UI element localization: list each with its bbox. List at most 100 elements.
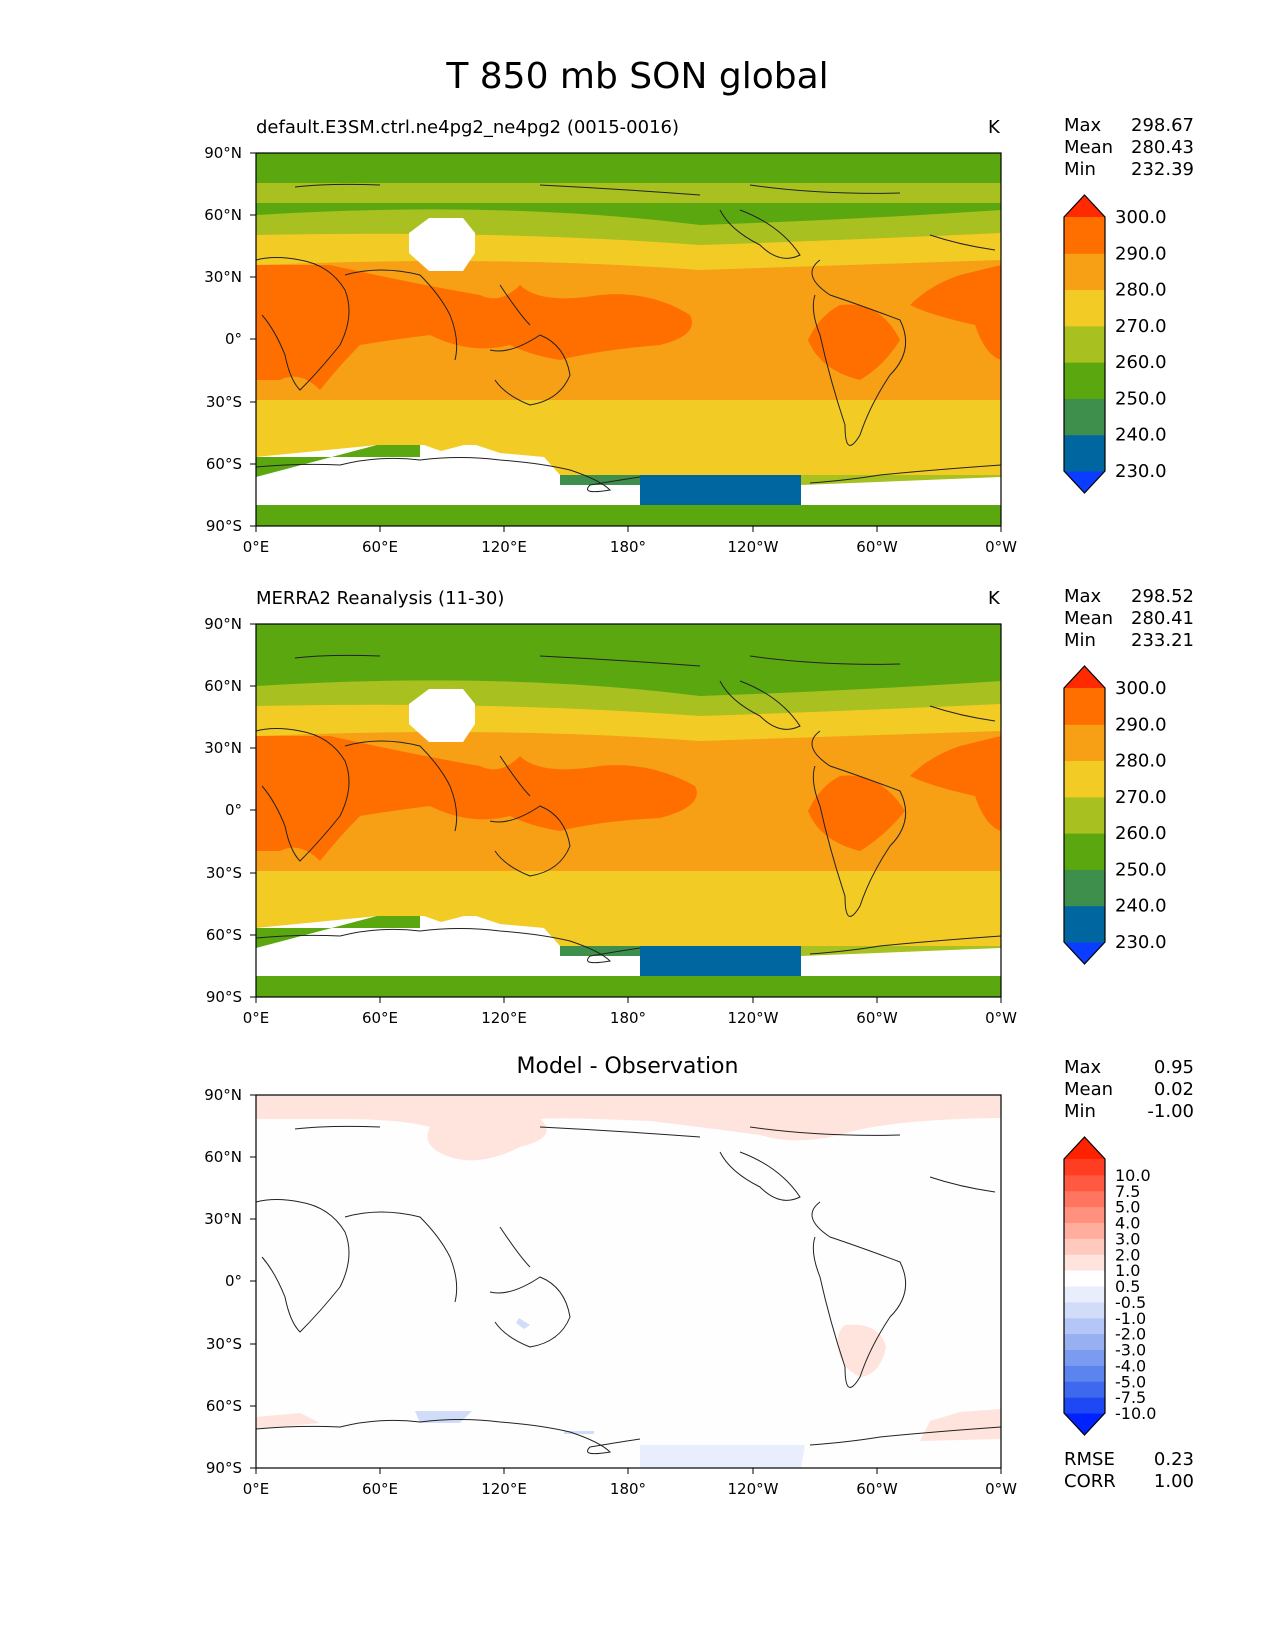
x-tick-label: 60°E — [362, 1480, 398, 1498]
colorbar-bin — [1064, 760, 1105, 798]
y-tick-label: 30°N — [204, 268, 242, 286]
y-tick-label: 90°N — [204, 1086, 242, 1104]
colorbar-bin — [1064, 1206, 1105, 1223]
x-tick-label: 120°E — [481, 1009, 527, 1027]
colorbar-bin — [1064, 217, 1105, 254]
y-tick-label: 60°N — [204, 1148, 242, 1166]
colorbar-extend-max — [1064, 666, 1105, 688]
colorbar-label: 2.0 — [1115, 1245, 1140, 1264]
stats-block: Max 298.52 Mean 280.41 Min 233.21 — [1064, 586, 1194, 652]
stat-max-label: Max — [1064, 586, 1102, 607]
y-ticks: 90°N 60°N 30°N 0° 30°S 60°S 90°S — [204, 615, 256, 1006]
stat-max-value: 298.67 — [1131, 115, 1194, 136]
y-tick-label: 30°N — [204, 1210, 242, 1228]
colorbar-extend-min — [1064, 942, 1105, 964]
colorbar-bin — [1064, 1317, 1105, 1335]
colorbar-label: 7.5 — [1115, 1182, 1140, 1201]
colorbar-bin — [1064, 905, 1105, 943]
colorbar-bin — [1064, 1286, 1105, 1303]
colorbar: -10.0-7.5-5.0-4.0-3.0-2.0-1.0-0.50.51.02… — [1063, 1136, 1156, 1436]
stat-min-value: 232.39 — [1131, 159, 1194, 180]
colorbar-label: 250.0 — [1115, 859, 1167, 880]
map-field — [255, 624, 1002, 997]
colorbar-label: 230.0 — [1115, 461, 1167, 482]
x-tick-label: 120°W — [728, 538, 779, 556]
stat-max-label: Max — [1064, 1057, 1102, 1078]
units-label: K — [988, 117, 1000, 138]
x-tick-label: 60°E — [362, 538, 398, 556]
y-tick-label: 30°S — [206, 393, 242, 411]
x-tick-label: 0°W — [985, 1009, 1017, 1027]
y-tick-label: 90°S — [206, 517, 242, 535]
panel-observation: MERRA2 Reanalysis (11-30) K Max 298.52 Me… — [0, 586, 1275, 1046]
colorbar-extend-min — [1064, 1413, 1105, 1435]
stat-mean-label: Mean — [1064, 1079, 1114, 1100]
y-tick-label: 30°S — [206, 864, 242, 882]
colorbar-bin — [1064, 869, 1105, 907]
colorbar-outline — [1063, 194, 1106, 494]
colorbar-label: 0.5 — [1115, 1277, 1140, 1296]
colorbar-extend-max — [1064, 195, 1105, 217]
panel-title: MERRA2 Reanalysis (11-30) — [256, 588, 505, 609]
stat-mean-value: 280.41 — [1131, 608, 1194, 629]
stat-rmse-value: 0.23 — [1153, 1449, 1194, 1470]
stat-corr-value: 1.00 — [1153, 1471, 1194, 1492]
colorbar-bin — [1064, 1397, 1105, 1414]
colorbar-label: 280.0 — [1115, 751, 1167, 772]
colorbar-bin — [1064, 289, 1105, 327]
colorbar-label: 270.0 — [1115, 787, 1167, 808]
colorbar-label: -7.5 — [1115, 1388, 1146, 1407]
colorbar-label: -4.0 — [1115, 1356, 1146, 1375]
colorbar-label: 290.0 — [1115, 243, 1167, 264]
y-tick-label: 90°N — [204, 144, 242, 162]
stats-block: Max 298.67 Mean 280.43 Min 232.39 — [1064, 115, 1194, 181]
x-tick-label: 120°E — [481, 1480, 527, 1498]
colorbar-bin — [1064, 325, 1105, 363]
colorbar-label: 240.0 — [1115, 896, 1167, 917]
y-tick-label: 60°N — [204, 206, 242, 224]
x-tick-label: 120°W — [728, 1480, 779, 1498]
colorbar-bin — [1064, 1333, 1105, 1350]
colorbar-bin — [1064, 1174, 1105, 1192]
y-tick-label: 0° — [225, 330, 242, 348]
x-tick-label: 0°E — [243, 538, 270, 556]
colorbar-label: -0.5 — [1115, 1293, 1146, 1312]
colorbar-label: -5.0 — [1115, 1372, 1146, 1391]
colorbar-bin — [1064, 724, 1105, 762]
colorbar-bin — [1064, 1222, 1105, 1239]
x-ticks: 0°E 60°E 120°E 180° 120°W 60°W 0°W — [243, 526, 1017, 556]
x-ticks: 0°E 60°E 120°E 180° 120°W 60°W 0°W — [243, 997, 1017, 1027]
y-ticks: 90°N 60°N 30°N 0° 30°S 60°S 90°S — [204, 144, 256, 535]
colorbar-extend-max — [1064, 1137, 1105, 1159]
colorbar-bin — [1064, 1349, 1105, 1366]
colorbar-label: 230.0 — [1115, 932, 1167, 953]
colorbar-bin — [1064, 434, 1105, 472]
colorbar-label: -2.0 — [1115, 1325, 1146, 1344]
x-tick-label: 60°W — [856, 1009, 898, 1027]
colorbar-bin — [1064, 1190, 1105, 1208]
figure-title: T 850 mb SON global — [446, 56, 829, 97]
stat-mean-label: Mean — [1064, 137, 1114, 158]
map-svg: 0°E 60°E 120°E 180° 120°W 60°W 0°W 90°N … — [204, 615, 1167, 1027]
x-tick-label: 180° — [610, 538, 646, 556]
colorbar-label: 290.0 — [1115, 714, 1167, 735]
units-label: K — [988, 588, 1000, 609]
x-ticks: 0°E 60°E 120°E 180° 120°W 60°W 0°W — [243, 1468, 1017, 1498]
y-ticks: 90°N 60°N 30°N 0° 30°S 60°S 90°S — [204, 1086, 256, 1477]
y-tick-label: 90°N — [204, 615, 242, 633]
panel-model: default.E3SM.ctrl.ne4pg2_ne4pg2 (0015-00… — [0, 115, 1275, 575]
x-tick-label: 180° — [610, 1480, 646, 1498]
y-tick-label: 60°S — [206, 926, 242, 944]
colorbar-bin — [1064, 833, 1105, 870]
colorbar-label: 4.0 — [1115, 1214, 1140, 1233]
colorbar-bin — [1064, 1254, 1105, 1271]
colorbar-label: 260.0 — [1115, 823, 1167, 844]
map-svg: 0°E 60°E 120°E 180° 120°W 60°W 0°W 90°N … — [204, 144, 1167, 556]
colorbar: 230.0 240.0 250.0 260.0 270.0 280.0 290.0 300.0 — [1063, 665, 1167, 965]
panel-difference: Model - Observation Max 0.95 Mean 0.02 Min… — [0, 1054, 1275, 1517]
x-tick-label: 0°W — [985, 1480, 1017, 1498]
colorbar-bin — [1064, 688, 1105, 725]
stat-mean-value: 0.02 — [1153, 1079, 1194, 1100]
x-tick-label: 60°E — [362, 1009, 398, 1027]
colorbar-label: 1.0 — [1115, 1261, 1140, 1280]
